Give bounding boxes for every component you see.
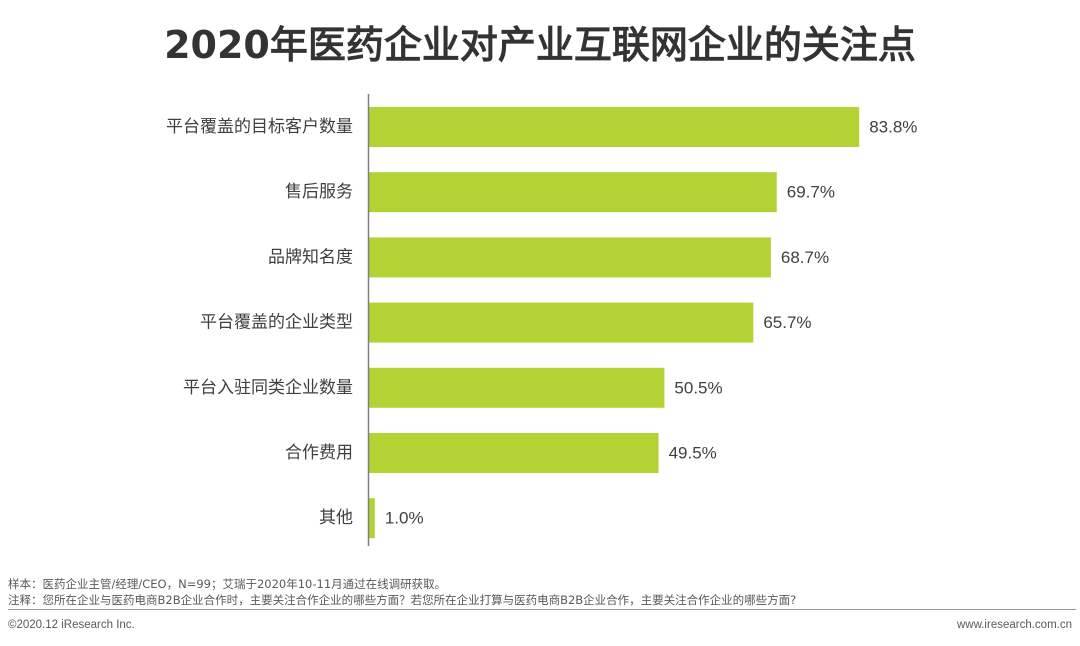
bar-6 (369, 498, 375, 539)
copyright-text: ©2020.12 iResearch Inc. (8, 619, 135, 631)
value-label-0: 83.8% (869, 118, 917, 137)
value-label-5: 49.5% (669, 444, 717, 463)
sample-footnote: 样本：医药企业主管/经理/CEO，N=99；艾瑞于2020年10-11月通过在线… (8, 577, 447, 591)
value-label-3: 65.7% (763, 313, 811, 332)
footer-divider (8, 609, 1076, 610)
value-label-2: 68.7% (781, 248, 829, 267)
bars-layer: 平台覆盖的目标客户数量 83.8% 售后服务 69.7% 品牌知名度 68.7% 平台覆盖的… (166, 107, 917, 539)
bar-0 (369, 107, 860, 147)
category-label-0: 平台覆盖的目标客户数量 (166, 117, 353, 137)
chart-title: 2020年医药企业对产业互联网企业的关注点 (164, 23, 916, 67)
website-link[interactable]: www.iresearch.com.cn (956, 619, 1072, 631)
note-footnote: 注释：您所在企业与医药电商B2B企业合作时，主要关注合作企业的哪些方面？若您所在… (8, 593, 797, 607)
value-label-1: 69.7% (787, 183, 835, 202)
bar-2 (369, 237, 771, 278)
bar-3 (369, 302, 754, 343)
value-label-4: 50.5% (674, 378, 722, 397)
category-label-5: 合作费用 (285, 443, 353, 463)
category-label-4: 平台入驻同类企业数量 (183, 378, 353, 398)
category-label-3: 平台覆盖的企业类型 (200, 313, 353, 333)
category-label-2: 品牌知名度 (268, 247, 353, 267)
category-label-6: 其他 (319, 508, 353, 528)
bar-4 (369, 367, 665, 408)
bar-5 (369, 433, 659, 473)
category-label-1: 售后服务 (285, 182, 353, 202)
bar-chart: 平台覆盖的目标客户数量 83.8% 售后服务 69.7% 品牌知名度 68.7% 平台覆盖的… (166, 94, 917, 546)
bar-1 (369, 172, 777, 213)
value-label-6: 1.0% (385, 509, 424, 528)
